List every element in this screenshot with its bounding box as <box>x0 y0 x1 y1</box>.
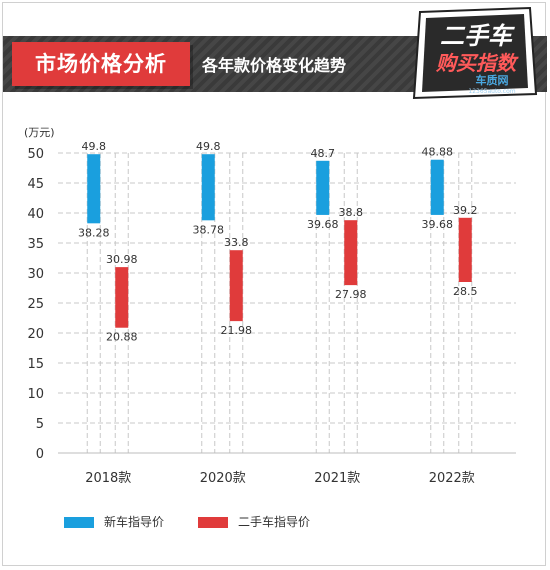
y-tick-label: 20 <box>27 327 44 342</box>
data-label-low: 38.28 <box>78 226 110 239</box>
y-tick-label: 5 <box>36 417 44 432</box>
logo-line1: 二手车 <box>440 22 515 50</box>
data-label-low: 21.98 <box>221 324 253 337</box>
x-tick-label: 2021款 <box>314 471 360 486</box>
data-label-high: 48.88 <box>422 146 454 159</box>
page-title: 市场价格分析 <box>35 52 167 76</box>
y-tick-label: 30 <box>27 267 44 282</box>
bar-used-car <box>229 250 243 322</box>
brand-logo: 二手车 购买指数 车质网 12365auto.com <box>412 6 538 100</box>
y-tick-label: 50 <box>27 147 44 162</box>
data-label-low: 28.5 <box>453 285 478 298</box>
chart-frame <box>2 2 546 566</box>
x-tick-label: 2022款 <box>429 471 475 486</box>
y-tick-label: 15 <box>27 357 44 372</box>
data-label-low: 38.78 <box>193 223 225 236</box>
data-label-high: 39.2 <box>453 204 478 217</box>
data-label-high: 30.98 <box>106 253 138 266</box>
bar-used-car <box>115 267 129 328</box>
bar-new-car <box>316 160 330 215</box>
logo-brand: 车质网 <box>476 73 509 87</box>
bar-new-car <box>430 159 444 215</box>
data-label-low: 27.98 <box>335 288 367 301</box>
bars <box>87 154 472 328</box>
y-axis-unit-label: (万元) <box>24 126 55 139</box>
y-tick-label: 35 <box>27 237 44 252</box>
data-label-high: 33.8 <box>224 236 249 249</box>
data-label-high: 38.8 <box>339 206 364 219</box>
y-tick-label: 45 <box>27 177 44 192</box>
legend-swatch-used-car <box>198 517 228 528</box>
bar-new-car <box>87 154 101 224</box>
logo-url: 12365auto.com <box>468 88 515 95</box>
legend-label-new-car: 新车指导价 <box>104 515 165 529</box>
data-label-high: 49.8 <box>82 140 107 153</box>
bar-new-car <box>201 154 215 221</box>
y-tick-label: 0 <box>36 447 44 462</box>
logo-line2: 购买指数 <box>435 51 519 75</box>
axes: 0 5 10 15 20 25 30 35 40 45 50 2018款 2020款 2021款 2022款 <box>27 147 516 486</box>
bar-used-car <box>458 217 472 282</box>
y-tick-label: 10 <box>27 387 44 402</box>
y-tick-label: 25 <box>27 297 44 312</box>
grid-lines <box>58 152 516 453</box>
data-label-low: 20.88 <box>106 331 138 344</box>
data-label-low: 39.68 <box>422 218 454 231</box>
title-box: 市场价格分析 <box>12 42 190 86</box>
x-tick-label: 2018款 <box>85 471 131 486</box>
x-tick-label: 2020款 <box>200 471 246 486</box>
data-label-high: 49.8 <box>196 140 221 153</box>
legend-label-used-car: 二手车指导价 <box>238 515 311 529</box>
y-tick-label: 40 <box>27 207 44 222</box>
data-label-high: 48.7 <box>311 147 336 160</box>
page-subtitle: 各年款价格变化趋势 <box>202 56 347 75</box>
data-label-low: 39.68 <box>307 218 339 231</box>
legend-swatch-new-car <box>64 517 94 528</box>
data-labels: 49.8 38.28 49.8 38.78 48.7 39.68 48.88 39.68 30.… <box>78 140 478 344</box>
bar-used-car <box>344 220 358 286</box>
